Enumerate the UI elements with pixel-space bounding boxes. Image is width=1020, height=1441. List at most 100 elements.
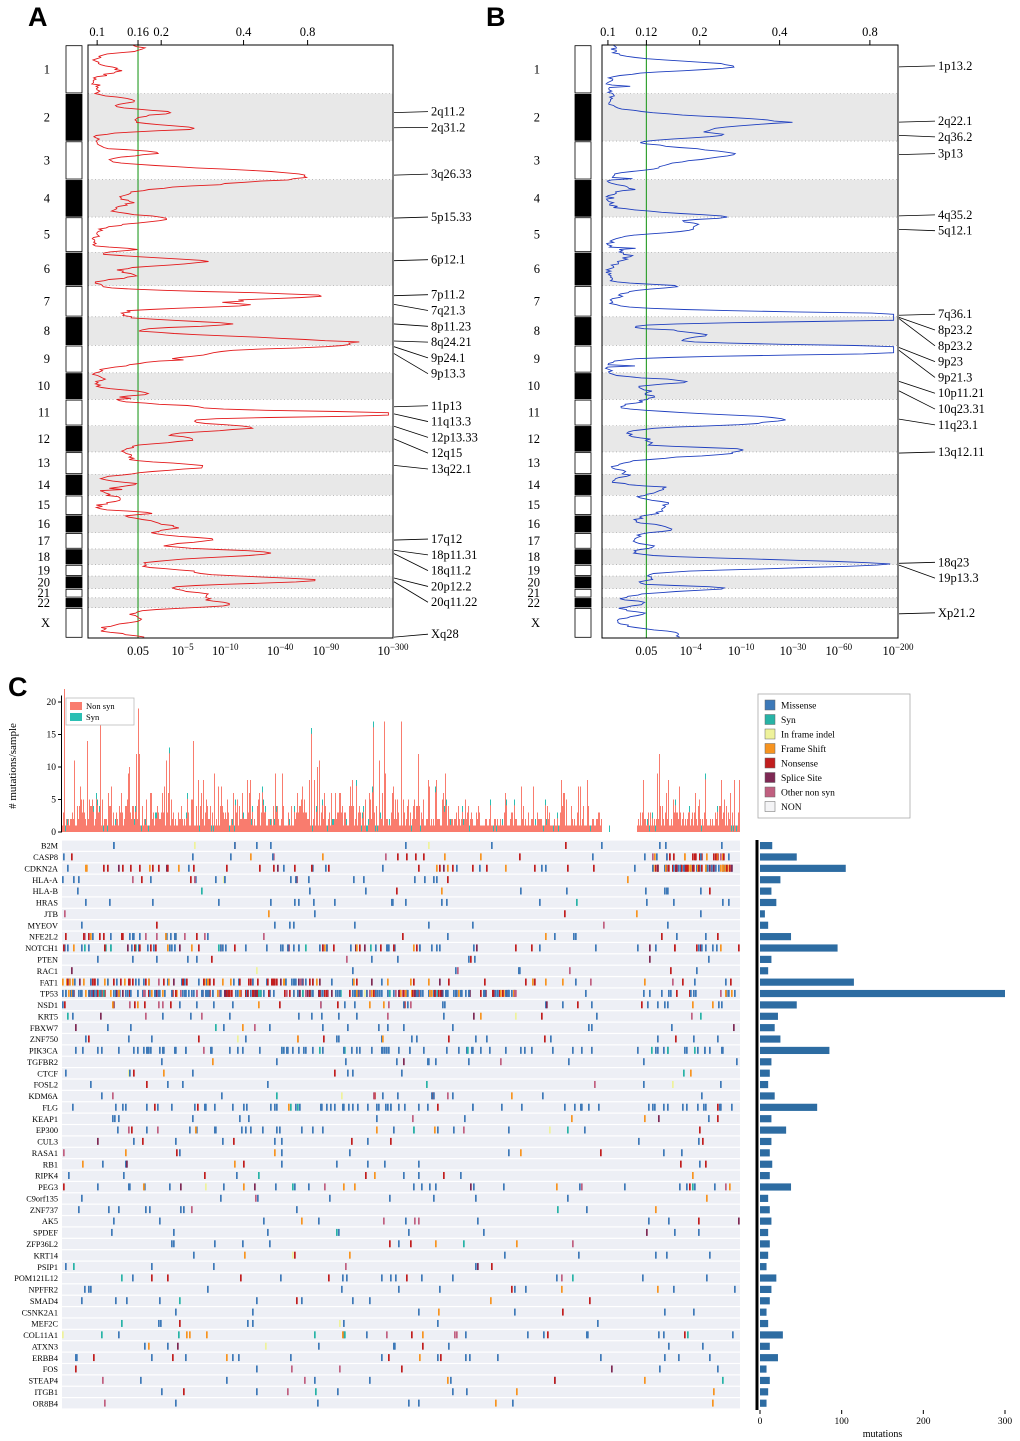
peak-label: Xp21.2 xyxy=(938,606,975,620)
peak-label: 11q13.3 xyxy=(431,415,471,429)
chromosome-label: 22 xyxy=(528,596,541,610)
peak-label: 10q23.31 xyxy=(938,402,985,416)
svg-text:0.16: 0.16 xyxy=(127,25,149,39)
gene-label: TGFBR2 xyxy=(27,1058,58,1067)
svg-text:10−4: 10−4 xyxy=(680,642,703,658)
peak-label: 2q31.2 xyxy=(431,120,465,134)
chromosome-label: 8 xyxy=(44,324,50,338)
peak-label: 7q21.3 xyxy=(431,303,465,317)
chromosome-label: 4 xyxy=(44,191,51,205)
panel-c-label: C xyxy=(8,672,28,702)
svg-text:Nonsense: Nonsense xyxy=(781,760,818,770)
peak-label: 8q24.21 xyxy=(431,335,472,349)
peak-label: 19p13.3 xyxy=(938,571,979,585)
gene-label: NFE2L2 xyxy=(29,933,58,942)
chromosome-label: 10 xyxy=(38,379,51,393)
chromosome-label: 13 xyxy=(38,456,51,470)
svg-text:Splice Site: Splice Site xyxy=(781,774,822,784)
gene-label: POM121L12 xyxy=(14,1274,58,1283)
gene-label: KEAP1 xyxy=(32,1115,58,1124)
chromosome-label: X xyxy=(41,616,50,630)
peak-label: 18q11.2 xyxy=(431,564,471,578)
gene-label: SMAD4 xyxy=(30,1297,59,1306)
svg-text:15: 15 xyxy=(47,731,57,741)
peak-label: 9p24.1 xyxy=(431,351,465,365)
panel-a-label: A xyxy=(28,2,48,32)
svg-text:5: 5 xyxy=(51,796,56,806)
svg-text:0: 0 xyxy=(758,1417,763,1427)
chromosome-shading xyxy=(88,93,393,608)
peak-label: 8p23.2 xyxy=(938,339,972,353)
gene-label: RB1 xyxy=(43,1160,58,1169)
gene-label: CASP8 xyxy=(33,853,58,862)
chromosome-label: 4 xyxy=(534,191,541,205)
peak-label: 11q23.1 xyxy=(938,418,978,432)
peak-label: 9p21.3 xyxy=(938,370,972,384)
svg-text:0.05: 0.05 xyxy=(127,644,149,658)
histogram-ylabel: # mutations/sample xyxy=(7,723,19,809)
chromosome-label: 18 xyxy=(38,550,51,564)
svg-text:10−300: 10−300 xyxy=(377,642,409,658)
chromosome-label: 7 xyxy=(534,294,540,308)
chromosome-label: 6 xyxy=(44,262,50,276)
gene-label: KRT5 xyxy=(38,1012,58,1021)
gene-label: MYEOV xyxy=(28,921,58,930)
gene-label: PTEN xyxy=(37,955,58,964)
chromosome-label: 3 xyxy=(44,153,50,167)
chromosome-label: 5 xyxy=(534,228,540,242)
gene-label: TP53 xyxy=(40,990,58,999)
peak-label: 8p23.2 xyxy=(938,323,972,337)
peak-label: 3p13 xyxy=(938,147,963,161)
gene-label: EP300 xyxy=(36,1126,58,1135)
peak-label: 8p11.23 xyxy=(431,319,471,333)
gene-label: CSNK2A1 xyxy=(22,1308,58,1317)
gene-label: MEF2C xyxy=(31,1320,58,1329)
gene-label: STEAP4 xyxy=(28,1377,58,1386)
peak-label: 3q26.33 xyxy=(431,167,472,181)
gene-label: CDKN2A xyxy=(24,864,58,873)
peak-label: 5p15.33 xyxy=(431,210,472,224)
gene-label: RIPK4 xyxy=(35,1172,59,1181)
bottom-axis: 0.05 10−5 10−10 10−40 10−90 10−300 xyxy=(127,642,409,658)
peak-label: 1p13.2 xyxy=(938,59,972,73)
gistic-profile-curve xyxy=(604,45,895,638)
peak-label: 2q11.2 xyxy=(431,105,465,119)
svg-text:10−90: 10−90 xyxy=(313,642,340,658)
peak-label: 6p12.1 xyxy=(431,253,465,267)
peak-label: 11p13 xyxy=(431,399,462,413)
gene-label: ERBB4 xyxy=(32,1354,59,1363)
svg-text:0.8: 0.8 xyxy=(862,25,878,39)
chromosome-label: 12 xyxy=(38,432,51,446)
chromosome-label: 16 xyxy=(38,517,51,531)
svg-text:200: 200 xyxy=(916,1417,931,1427)
gene-label: NOTCH1 xyxy=(25,944,58,953)
plot-frame xyxy=(601,44,899,639)
gene-label: NPFFR2 xyxy=(28,1286,58,1295)
gene-label: COL11A1 xyxy=(23,1331,58,1340)
svg-text:10−40: 10−40 xyxy=(267,642,294,658)
peak-label: 17q12 xyxy=(431,532,462,546)
chromosome-label: 2 xyxy=(44,110,50,124)
peak-label: 7p11.2 xyxy=(431,288,465,302)
chromosome-label: 19 xyxy=(38,563,51,577)
gene-label: ATXN3 xyxy=(32,1342,58,1351)
peak-label: 12p13.33 xyxy=(431,430,478,444)
panel-b-label: B xyxy=(486,2,506,32)
gene-label: B2M xyxy=(41,842,59,851)
gene-label: KRT14 xyxy=(34,1251,59,1260)
bottom-axis: 0.05 10−4 10−10 10−30 10−60 10−200 xyxy=(635,642,914,658)
chromosome-label: 13 xyxy=(528,456,541,470)
chromosome-label: X xyxy=(531,616,540,630)
chromosome-label: 1 xyxy=(534,62,540,76)
svg-text:NON: NON xyxy=(781,803,802,813)
gene-label: PEG3 xyxy=(38,1183,58,1192)
bars-bottom-axis: 0 100 200 300 mutations xyxy=(758,1410,1012,1440)
peak-label: 2q22.1 xyxy=(938,114,972,128)
gene-label: FLG xyxy=(42,1103,58,1112)
oncoprint-grid xyxy=(62,840,740,1409)
mutation-count-bars xyxy=(760,842,1005,1407)
svg-text:Syn: Syn xyxy=(86,712,100,722)
